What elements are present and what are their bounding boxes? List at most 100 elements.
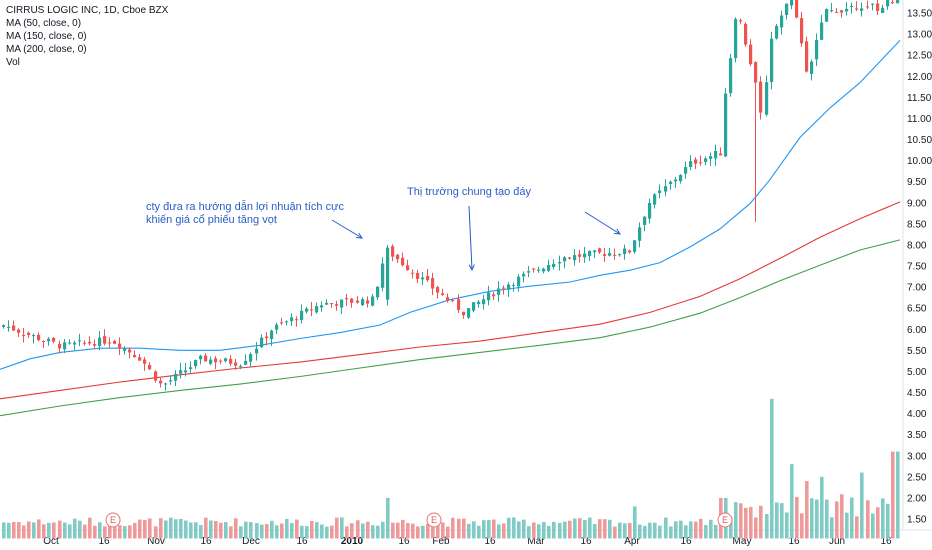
volume-bar	[835, 501, 839, 539]
earnings-marker	[426, 512, 442, 528]
y-tick-label: 2.50	[907, 472, 927, 483]
volume-bar	[729, 517, 733, 539]
candle-body	[845, 8, 849, 12]
x-tick-label: Apr	[624, 536, 640, 547]
candle-body	[583, 253, 587, 258]
y-tick-label: 4.00	[907, 409, 927, 420]
candle-body	[270, 330, 274, 340]
volume-bar	[209, 520, 213, 539]
volume-bar	[335, 517, 339, 539]
candle-body	[325, 302, 329, 305]
candle-body	[335, 304, 339, 306]
candle-body	[12, 325, 16, 331]
volume-bar	[840, 494, 844, 539]
volume-bar	[860, 472, 864, 539]
candle-body	[492, 294, 496, 297]
candle-body	[860, 8, 864, 11]
earnings-marker	[717, 512, 733, 528]
volume-bar	[204, 517, 208, 539]
volume-bar	[633, 506, 637, 539]
volume-bar	[855, 516, 859, 539]
candle-body	[411, 272, 415, 274]
volume-bar	[426, 523, 430, 539]
x-tick-label: Dec	[242, 536, 260, 547]
volume-bar	[295, 519, 299, 539]
volume-bar	[845, 512, 849, 539]
volume-bar	[159, 518, 163, 539]
volume-bar	[679, 520, 683, 539]
y-tick-label: 7.50	[907, 262, 927, 273]
volume-bar	[436, 521, 440, 539]
volume-bar	[7, 522, 11, 539]
candle-body	[356, 300, 360, 303]
candle-body	[315, 306, 319, 313]
candle-body	[290, 317, 294, 322]
earnings-marker-label: E	[722, 515, 728, 525]
candle-body	[401, 257, 405, 266]
candle-body	[871, 3, 875, 5]
volume-bar	[451, 517, 455, 539]
volume-bar	[305, 526, 309, 539]
volume-bar	[563, 521, 567, 539]
volume-bar	[598, 519, 602, 539]
candle-body	[820, 22, 824, 40]
candle-body	[578, 254, 582, 257]
volume-bar	[138, 519, 142, 539]
legend-ma150: MA (150, close, 0)	[6, 31, 87, 42]
candle-body	[759, 81, 763, 113]
volume-bar	[613, 526, 617, 539]
volume-bar	[42, 524, 46, 539]
candle-body	[239, 365, 243, 367]
volume-bar	[37, 519, 41, 539]
x-tick-label: 16	[296, 536, 308, 547]
y-tick-label: 9.50	[907, 177, 927, 188]
y-tick-label: 9.00	[907, 198, 927, 209]
volume-bar	[310, 520, 314, 539]
volume-bar	[315, 522, 319, 539]
chart-legend: CIRRUS LOGIC INC, 1D, Cboe BZX MA (50, c…	[6, 4, 168, 69]
candle-body	[361, 299, 365, 306]
candle-body	[658, 190, 662, 194]
volume-bar	[214, 521, 218, 539]
candle-body	[431, 278, 435, 289]
volume-bar	[290, 523, 294, 539]
volume-bar	[785, 512, 789, 539]
candle-body	[699, 162, 703, 164]
candle-body	[169, 380, 173, 382]
candle-body	[679, 175, 683, 182]
volume-bar	[83, 524, 87, 539]
candle-body	[825, 9, 829, 22]
volume-bar	[356, 520, 360, 539]
volume-bar	[391, 522, 395, 539]
volume-bar	[164, 520, 168, 539]
candle-body	[800, 18, 804, 44]
volume-bar	[199, 525, 203, 539]
volume-bar	[886, 503, 890, 539]
candle-body	[734, 19, 738, 59]
candle-body	[790, 0, 794, 6]
volume-bar	[371, 525, 375, 539]
volume-bar	[376, 525, 380, 539]
volume-bar	[482, 520, 486, 539]
y-tick-label: 10.00	[907, 156, 932, 167]
volume-bar	[800, 513, 804, 539]
candle-body	[330, 303, 334, 305]
candle-body	[446, 297, 450, 301]
volume-bar	[98, 522, 102, 539]
candle-body	[224, 358, 228, 362]
volume-bar	[552, 521, 556, 539]
candle-body	[648, 202, 652, 219]
candle-body	[148, 364, 152, 370]
x-tick-label: May	[733, 536, 752, 547]
x-tick-label: 16	[580, 536, 592, 547]
candle-body	[664, 186, 668, 192]
candle-body	[472, 302, 476, 311]
volume-bar	[396, 522, 400, 539]
candle-body	[88, 341, 92, 344]
candle-body	[138, 357, 142, 361]
volume-bar	[366, 521, 370, 539]
volume-bar	[537, 524, 541, 539]
candle-body	[42, 340, 46, 342]
